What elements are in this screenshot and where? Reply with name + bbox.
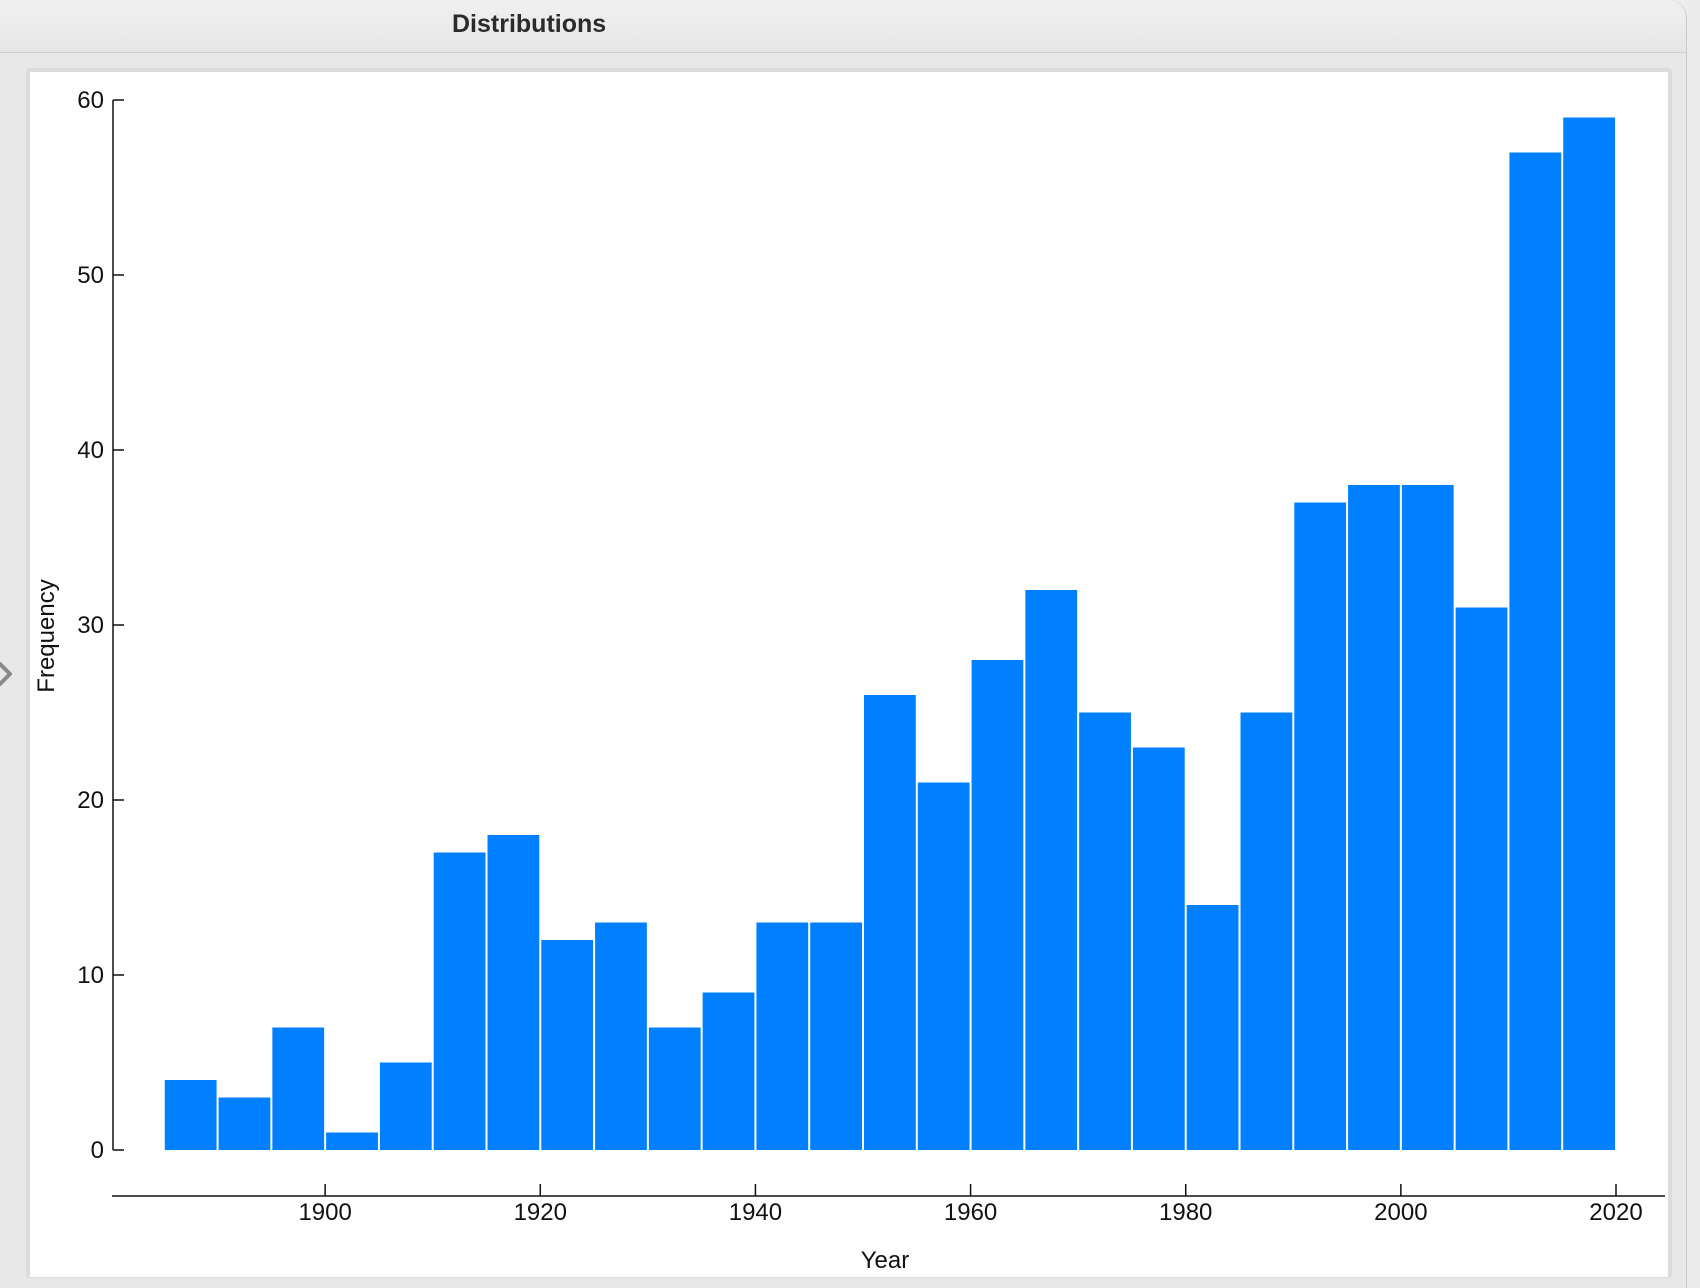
x-tick-label: 1960 <box>944 1199 997 1226</box>
histogram-bar <box>218 1097 271 1150</box>
y-tick-label: 40 <box>77 437 104 464</box>
y-tick-label: 10 <box>77 962 104 989</box>
histogram-bar <box>379 1062 432 1150</box>
histogram-bar <box>702 992 755 1150</box>
histogram-bar <box>326 1132 378 1150</box>
histogram-bar <box>1563 117 1615 1150</box>
histogram-bar <box>433 852 486 1150</box>
y-tick-label: 50 <box>77 262 104 289</box>
histogram-bar <box>1348 485 1400 1150</box>
histogram-bar <box>1240 712 1293 1150</box>
x-tick-label: 1980 <box>1159 1199 1212 1226</box>
histogram-bar <box>1294 502 1347 1150</box>
y-tick-label: 60 <box>77 87 104 114</box>
histogram-bar <box>595 922 647 1150</box>
y-axis-title: Frequency <box>33 579 60 692</box>
histogram-bar <box>864 695 916 1150</box>
histogram-bar <box>272 1027 325 1150</box>
y-tick-label: 0 <box>91 1137 104 1164</box>
y-tick-label: 30 <box>77 612 104 639</box>
histogram-bar <box>487 835 540 1150</box>
x-tick-label: 2020 <box>1589 1199 1642 1226</box>
histogram-bar <box>648 1027 701 1150</box>
chevron-right-icon[interactable] <box>0 660 14 688</box>
x-axis-title: Year <box>861 1247 910 1274</box>
histogram-bar <box>971 660 1024 1150</box>
histogram-bar <box>1132 747 1185 1150</box>
histogram-bar <box>756 922 809 1150</box>
histogram-bar <box>1509 152 1562 1150</box>
x-tick-label: 1920 <box>514 1199 567 1226</box>
histogram-bar <box>541 940 594 1150</box>
title-bar[interactable]: Distributions <box>0 0 1686 53</box>
window-title: Distributions <box>452 10 607 38</box>
x-tick-label: 1900 <box>298 1199 351 1226</box>
histogram-bar <box>1455 607 1508 1150</box>
histogram-bar <box>917 782 970 1150</box>
histogram-bar <box>1025 590 1078 1150</box>
x-tick-label: 1940 <box>729 1199 782 1226</box>
y-tick-label: 20 <box>77 787 104 814</box>
histogram-bar <box>1079 712 1131 1150</box>
histogram-bar <box>1401 485 1454 1150</box>
histogram-bar <box>1186 905 1239 1150</box>
histogram-bar <box>164 1080 217 1150</box>
x-tick-label: 2000 <box>1374 1199 1427 1226</box>
histogram-bar <box>810 922 862 1150</box>
